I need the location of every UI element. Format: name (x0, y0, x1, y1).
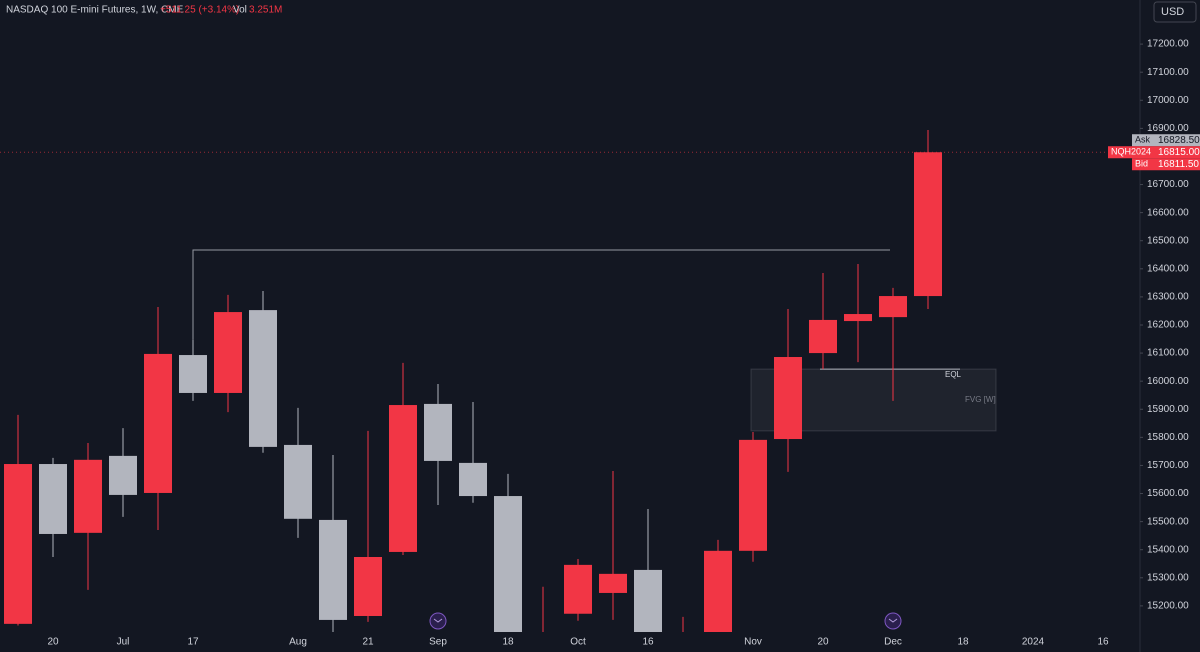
price-tag-name: Bid (1135, 159, 1148, 169)
candle-body (564, 564, 592, 614)
candle-body (389, 405, 417, 552)
candle-body (179, 355, 207, 393)
event-icon[interactable] (429, 612, 447, 630)
candle-body (214, 312, 242, 393)
vol: 3.251M (249, 5, 282, 16)
candle-body (494, 496, 522, 632)
y-tick-label: 16900.00 (1147, 123, 1189, 134)
x-tick-label: 16 (1097, 637, 1109, 648)
fvg-label: FVG [W] (965, 395, 996, 404)
y-tick-label: 15400.00 (1147, 544, 1189, 555)
price-tag-bg (1156, 158, 1200, 171)
price-tag-name: Ask (1135, 135, 1151, 145)
candle-body (354, 557, 382, 616)
y-tick-label: 15700.00 (1147, 460, 1189, 471)
y-tick-label: 15300.00 (1147, 572, 1189, 583)
candle-body (459, 462, 487, 497)
y-tick-label: 16600.00 (1147, 207, 1189, 218)
y-tick-label: 16500.00 (1147, 235, 1189, 246)
candle-body (74, 459, 102, 533)
price-tag-name-bg (1132, 158, 1156, 171)
currency-button[interactable] (1153, 1, 1197, 23)
x-tick-label: Dec (884, 637, 902, 648)
candle-body (809, 319, 837, 354)
y-tick-label: 16400.00 (1147, 263, 1189, 274)
x-tick-label: 2024 (1022, 637, 1045, 648)
y-tick-label: 17100.00 (1147, 67, 1189, 78)
price-tag-bg (1156, 134, 1200, 147)
candle-body (599, 573, 627, 593)
price-tag-bg (1156, 146, 1200, 159)
x-tick-label: Oct (570, 637, 586, 648)
y-tick-label: 16200.00 (1147, 320, 1189, 331)
candle-body (774, 357, 802, 440)
price-tag-name: NQH2024 (1111, 147, 1151, 157)
y-tick-label: 16300.00 (1147, 292, 1189, 303)
x-tick-label: 20 (47, 637, 59, 648)
y-tick-label: 17000.00 (1147, 95, 1189, 106)
y-tick-label: 15900.00 (1147, 404, 1189, 415)
candle-body (914, 152, 942, 297)
candle-body (739, 439, 767, 551)
candle-body (144, 353, 172, 493)
price-tag-value: 16828.50 (1158, 135, 1200, 146)
candle-body (844, 314, 872, 322)
candle-body (4, 464, 32, 624)
x-tick-label: 18 (957, 637, 969, 648)
x-tick-label: Aug (289, 637, 307, 648)
price-tag-value: 16815.00 (1158, 147, 1200, 158)
candle-body (39, 464, 67, 534)
y-tick-label: 17200.00 (1147, 39, 1189, 50)
chart-title: NASDAQ 100 E-mini Futures, 1W, CME (6, 5, 184, 16)
x-tick-label: 18 (502, 637, 514, 648)
x-tick-label: 17 (187, 637, 199, 648)
y-tick-label: 16000.00 (1147, 376, 1189, 387)
candle-body (879, 296, 907, 318)
y-tick-label: 16700.00 (1147, 179, 1189, 190)
currency: USD (1161, 6, 1184, 18)
candle-body (109, 455, 137, 495)
candle-body (319, 519, 347, 620)
x-tick-label: Sep (429, 637, 447, 648)
y-tick-label: 15600.00 (1147, 488, 1189, 499)
candle-body (704, 550, 732, 632)
price-tag-value: 16811.50 (1158, 159, 1199, 170)
candle-body (634, 569, 662, 632)
candle-body (249, 310, 277, 447)
x-tick-label: 21 (362, 637, 374, 648)
price-tag-name-bg (1132, 134, 1156, 147)
x-tick-label: 20 (817, 637, 829, 648)
x-tick-label: Jul (117, 637, 130, 648)
high-line (192, 249, 890, 340)
y-tick-label: 15500.00 (1147, 516, 1189, 527)
candle-body (284, 444, 312, 519)
x-tick-label: Nov (744, 637, 762, 648)
change: +511.25 (+3.14%) (160, 5, 239, 16)
candle-body (424, 403, 452, 461)
event-icon[interactable] (884, 612, 902, 630)
y-tick-label: 16100.00 (1147, 348, 1189, 359)
x-tick-label: 16 (642, 637, 654, 648)
y-tick-label: 15200.00 (1147, 601, 1189, 612)
eql-label: EQL (945, 370, 962, 379)
y-tick-label: 15800.00 (1147, 432, 1189, 443)
plot-area (4, 130, 997, 632)
vol-label: Vol (233, 5, 247, 16)
price-tag-name-bg (1108, 146, 1156, 159)
